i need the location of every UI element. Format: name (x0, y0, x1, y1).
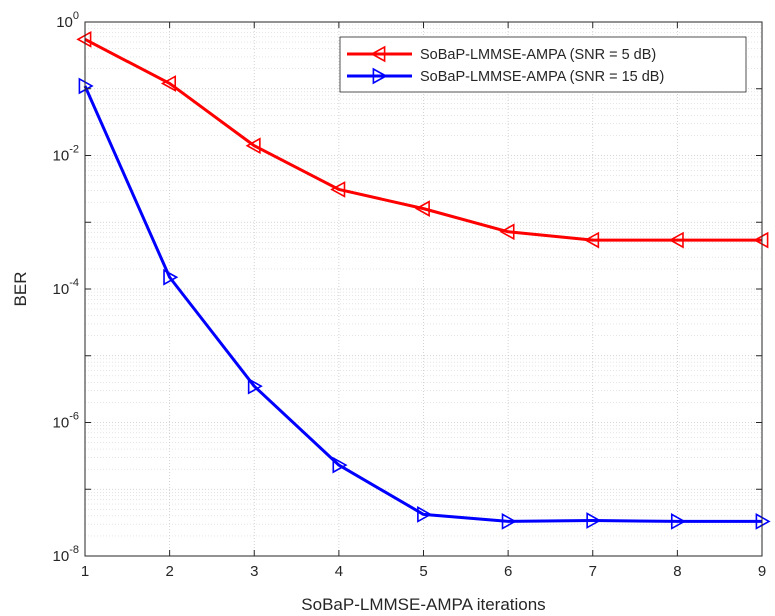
ticks (84, 21, 763, 557)
series-layer (76, 30, 771, 530)
y-tick-label: 10-4 (53, 277, 79, 298)
data-point-marker (668, 231, 684, 249)
y-axis-label: BER (11, 272, 30, 307)
legend: SoBaP-LMMSE-AMPA (SNR = 5 dB) SoBaP-LMMSE… (339, 36, 747, 93)
data-point-marker (586, 512, 602, 529)
y-tick-base: 10 (53, 415, 70, 432)
x-axis-label: SoBaP-LMMSE-AMPA iterations (301, 595, 545, 614)
y-tick-label: 100 (56, 10, 79, 31)
legend-label: SoBaP-LMMSE-AMPA (SNR = 15 dB) (420, 69, 664, 85)
legend-entry: SoBaP-LMMSE-AMPA (SNR = 5 dB) (347, 45, 656, 63)
x-tick-label: 6 (504, 563, 512, 580)
legend-entry: SoBaP-LMMSE-AMPA (SNR = 15 dB) (347, 67, 664, 85)
data-point-marker (417, 506, 433, 523)
x-tick-label: 9 (758, 563, 766, 580)
data-point-marker (332, 456, 348, 474)
data-point-marker (501, 513, 517, 530)
y-tick-exponent: -6 (69, 411, 79, 423)
y-tick-exponent: -2 (69, 144, 79, 156)
data-point-marker (160, 75, 177, 92)
y-tick-label: 10-2 (53, 144, 79, 165)
series-2 (78, 77, 771, 530)
data-point-marker (670, 513, 687, 530)
series-1 (76, 30, 769, 249)
y-tick-base: 10 (53, 148, 70, 165)
legend-entries: SoBaP-LMMSE-AMPA (SNR = 5 dB) SoBaP-LMMSE… (347, 45, 664, 85)
data-point-marker (414, 200, 430, 217)
x-tick-label: 3 (250, 563, 258, 580)
data-point-marker (163, 268, 179, 286)
data-point-marker (753, 231, 769, 249)
series-line (84, 38, 762, 242)
data-point-marker (245, 137, 261, 155)
series-line (83, 85, 762, 523)
y-tick-base: 10 (53, 548, 70, 565)
y-tick-exponent: -4 (69, 277, 79, 289)
y-tick-exponent: -8 (69, 544, 79, 556)
legend-box (339, 36, 747, 93)
y-tick-label: 10-8 (53, 544, 79, 565)
x-tick-label: 4 (335, 563, 343, 580)
data-point-marker (76, 30, 92, 48)
legend-marker (372, 67, 388, 85)
legend-label: SoBaP-LMMSE-AMPA (SNR = 5 dB) (420, 47, 656, 63)
data-point-marker (584, 231, 600, 249)
x-tick-label: 5 (419, 563, 427, 580)
data-point-marker (330, 181, 346, 198)
x-tick-label: 2 (165, 563, 173, 580)
legend-marker (370, 45, 386, 63)
y-tick-label: 10-6 (53, 411, 79, 432)
x-tick-label: 7 (589, 563, 597, 580)
data-point-marker (78, 77, 94, 95)
x-tick-label: 1 (81, 563, 89, 580)
x-tick-label: 8 (673, 563, 681, 580)
y-tick-base: 10 (56, 14, 73, 31)
data-point-marker (499, 223, 515, 241)
data-point-marker (247, 377, 263, 395)
data-point-marker (755, 513, 771, 530)
y-tick-exponent: 0 (73, 10, 79, 22)
y-tick-base: 10 (53, 281, 70, 298)
